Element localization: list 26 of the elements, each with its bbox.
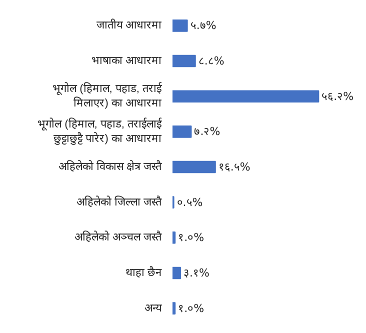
data-label: ५.७% (190, 19, 216, 32)
data-label: ७.२% (194, 125, 220, 138)
bar (172, 160, 216, 174)
y-tick-label: अहिलेको जिल्ला जस्तै (76, 195, 162, 208)
data-label: १६.५% (218, 160, 250, 174)
bar (172, 54, 196, 68)
data-label: १.०% (178, 231, 204, 244)
bar (172, 302, 176, 314)
data-label: ५६.२% (322, 90, 354, 103)
y-tick-label: थाहा छैन (125, 266, 162, 279)
data-label: १.०% (178, 302, 204, 315)
data-label: ३.१% (184, 266, 210, 280)
y-tick-label: अहिलेको विकास क्षेत्र जस्तै (58, 160, 162, 173)
bar (172, 20, 188, 32)
y-tick-label: अन्य (144, 302, 162, 314)
bar (172, 126, 192, 138)
bar (172, 266, 182, 280)
bar (172, 90, 320, 102)
y-tick-label: अहिलेको अञ्चल जस्तै (74, 230, 162, 244)
y-tick-label: भूगोल (हिमाल, पहाड, तराई मिलाएर) का आधारमा (52, 82, 162, 110)
y-tick-label: भाषाका आधारमा (91, 55, 162, 68)
y-tick-label: भूगोल (हिमाल, पहाड, तराईलाई छुट्टाछुट्टै पारेर) का आधारमा (38, 117, 162, 145)
data-label: ८.८% (198, 54, 224, 68)
y-tick-label: जातीय आधारमा (96, 18, 162, 32)
data-label: ०.५% (176, 196, 203, 209)
bar (172, 232, 176, 244)
